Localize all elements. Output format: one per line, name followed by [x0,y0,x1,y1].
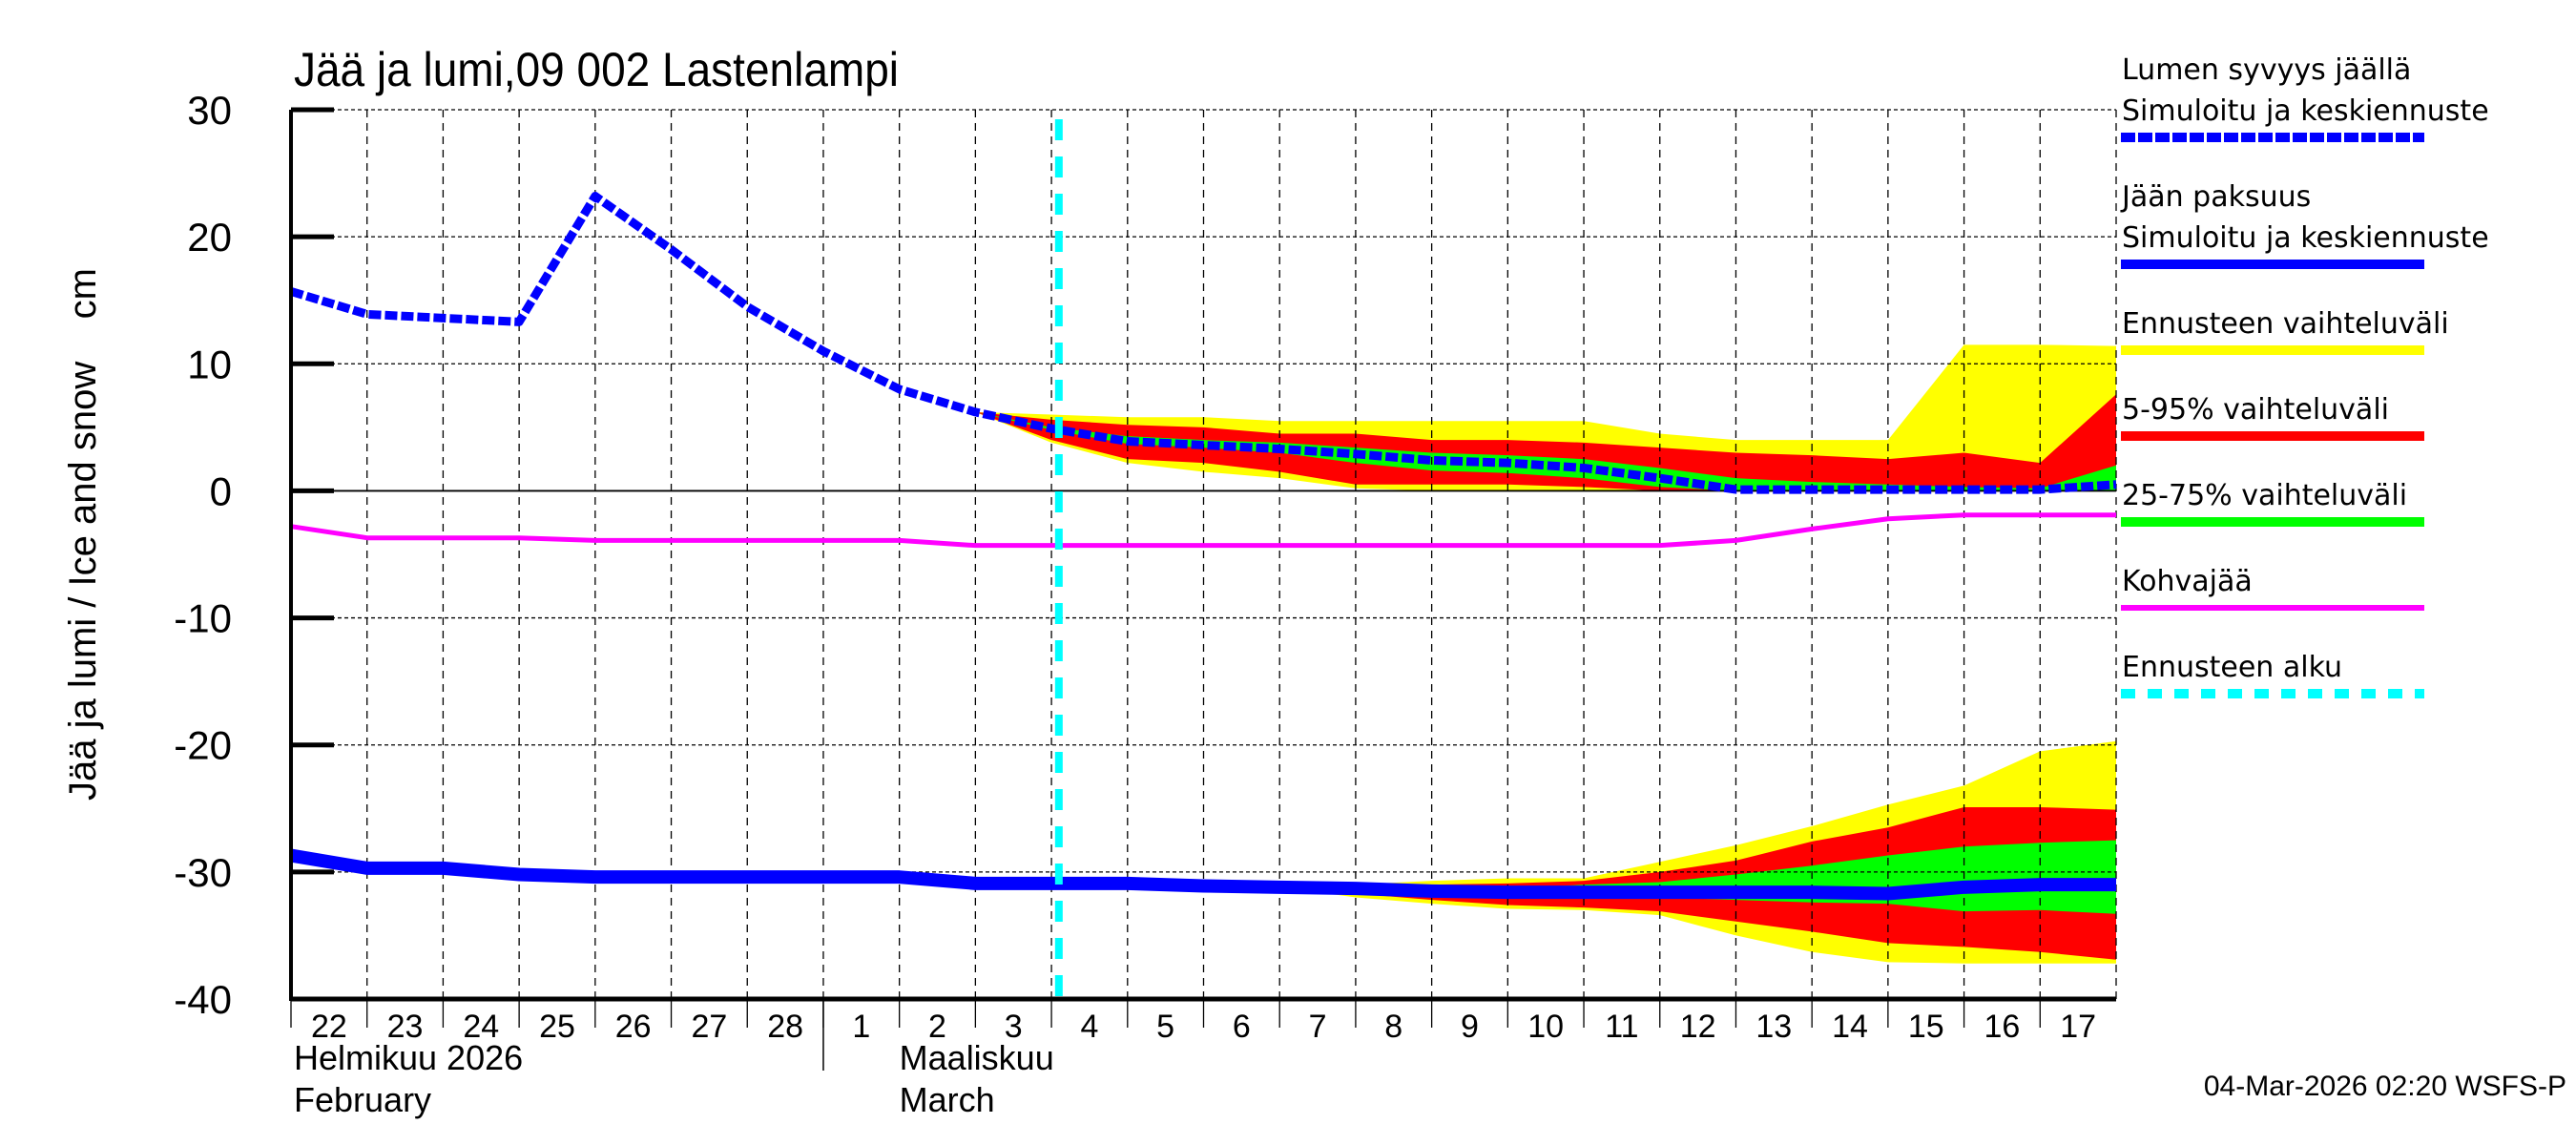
x-tick-label: 11 [1605,1009,1638,1045]
legend-label: Simuloitu ja keskiennuste [2122,221,2489,255]
month-label-en: March [900,1080,995,1119]
month-label-fi: Maaliskuu [900,1038,1054,1077]
x-tick-label: 24 [463,1009,499,1045]
legend-label: 5-95% vaihteluväli [2122,393,2389,427]
y-tick-label: 0 [210,468,232,513]
x-tick-label: 6 [1233,1009,1251,1045]
legend-label: Ennusteen alku [2122,651,2342,684]
y-tick-label: 10 [187,342,232,386]
legend: Lumen syvyys jäällä Simuloitu ja keskienn… [2120,53,2489,698]
snow-depth-line [289,192,2117,494]
y-tick-label: -10 [174,596,232,641]
y-tick-label: 20 [187,215,232,260]
x-tick-label: 8 [1384,1009,1402,1045]
y-axis-label: Jää ja lumi / Ice and snow cm [62,268,104,801]
legend-label: Ennusteen vaihteluväli [2122,307,2449,341]
footer-timestamp: 04-Mar-2026 02:20 WSFS-P [2204,1071,2566,1102]
slush-ice-line [290,512,2116,549]
legend-label: 25-75% vaihteluväli [2122,479,2407,512]
legend-label: Kohvajää [2122,565,2253,598]
month-label-en: February [294,1080,431,1119]
x-tick-label: 3 [1005,1009,1023,1045]
series-lines [289,119,2117,999]
y-tick-label: -40 [174,977,232,1022]
x-tick-label: 12 [1680,1009,1716,1045]
x-tick-label: 4 [1080,1009,1098,1045]
x-tick-label: 17 [2060,1009,2096,1045]
x-tick-label: 14 [1832,1009,1868,1045]
legend-label: Simuloitu ja keskiennuste [2122,94,2489,128]
forecast-bands [975,344,2116,964]
snow-band-25-75-vaihteluv-li [975,411,2116,491]
x-tick-label: 23 [387,1009,424,1045]
y-tick-label: -30 [174,850,232,895]
x-tick-label: 7 [1309,1009,1327,1045]
ice-thickness-line [289,848,2116,901]
x-tick-label: 16 [1984,1009,2021,1045]
legend-label: Jään paksuus [2120,180,2311,214]
y-tick-label: -20 [174,723,232,768]
legend-label: Lumen syvyys jäällä [2122,53,2411,87]
grid [291,109,2117,999]
y-tick-label: 30 [187,88,232,133]
month-label-fi: Helmikuu 2026 [294,1038,523,1077]
x-tick-label: 25 [539,1009,575,1045]
x-tick-label: 5 [1156,1009,1174,1045]
x-tick-label: 27 [691,1009,727,1045]
x-tick-label: 13 [1755,1009,1792,1045]
chart-title: Jää ja lumi,09 002 Lastenlampi [294,44,899,96]
x-tick-label: 10 [1527,1009,1564,1045]
x-tick-label: 28 [767,1009,803,1045]
x-tick-label: 1 [852,1009,870,1045]
x-tick-label: 2 [928,1009,946,1045]
x-tick-label: 15 [1908,1009,1944,1045]
x-tick-label: 9 [1461,1009,1479,1045]
x-tick-label: 22 [311,1009,347,1045]
snow-band-5-95-vaihteluv-li [975,394,2116,491]
x-tick-label: 26 [615,1009,652,1045]
